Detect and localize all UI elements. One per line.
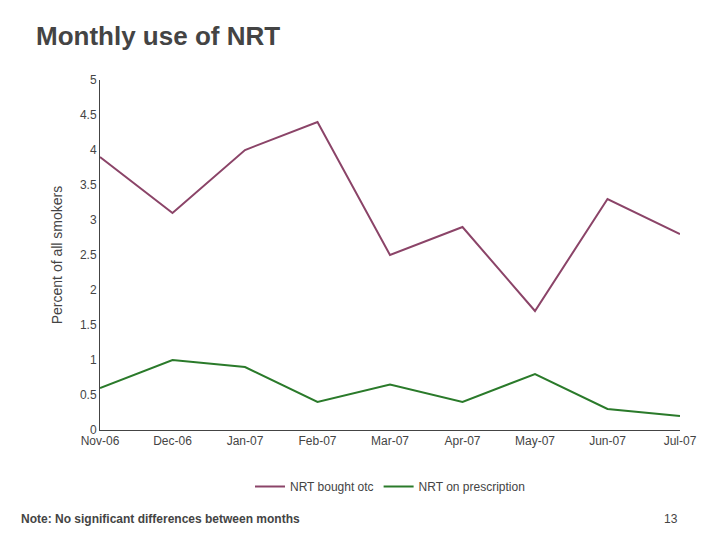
svg-text:Note: No significant differenc: Note: No significant differences between…: [21, 512, 300, 526]
svg-text:1: 1: [90, 353, 97, 367]
svg-text:Jun-07: Jun-07: [589, 434, 626, 448]
svg-text:0.5: 0.5: [80, 388, 97, 402]
svg-text:NRT on prescription: NRT on prescription: [419, 480, 525, 494]
svg-text:3: 3: [90, 213, 97, 227]
svg-text:5: 5: [90, 73, 97, 87]
svg-text:3.5: 3.5: [80, 178, 97, 192]
svg-text:4: 4: [90, 143, 97, 157]
svg-text:Dec-06: Dec-06: [153, 434, 192, 448]
svg-text:Jul-07: Jul-07: [664, 434, 697, 448]
svg-text:May-07: May-07: [515, 434, 555, 448]
svg-text:2.5: 2.5: [80, 248, 97, 262]
svg-text:Nov-06: Nov-06: [81, 434, 120, 448]
svg-text:Feb-07: Feb-07: [298, 434, 336, 448]
svg-text:Monthly use of NRT: Monthly use of NRT: [36, 21, 280, 51]
svg-text:1.5: 1.5: [80, 318, 97, 332]
svg-text:4.5: 4.5: [80, 108, 97, 122]
svg-text:0: 0: [90, 423, 97, 437]
svg-text:NRT bought otc: NRT bought otc: [290, 480, 374, 494]
svg-text:Mar-07: Mar-07: [371, 434, 409, 448]
svg-text:Apr-07: Apr-07: [444, 434, 480, 448]
svg-text:13: 13: [664, 512, 678, 526]
svg-text:Jan-07: Jan-07: [227, 434, 264, 448]
svg-text:2: 2: [90, 283, 97, 297]
svg-text:Percent of all smokers: Percent of all smokers: [49, 186, 65, 325]
